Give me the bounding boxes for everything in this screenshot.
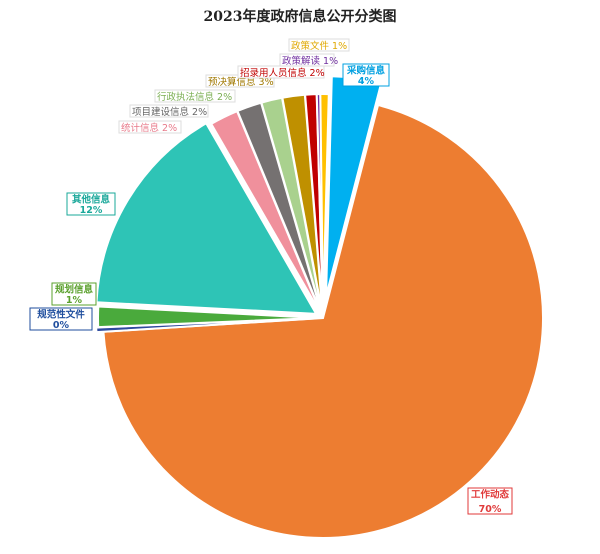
slice-label: 政策解读 1%	[279, 53, 338, 67]
slice-label-box	[467, 487, 513, 515]
slice-label-text: 政策解读 1%	[282, 55, 338, 67]
slice-label-box	[288, 38, 350, 52]
slice-label-box	[29, 307, 93, 331]
slice-label-name: 采购信息	[346, 65, 386, 77]
slice-label-box	[66, 192, 116, 216]
slice-label-box	[129, 104, 209, 118]
slice-label-box	[51, 282, 97, 306]
slice-label-name: 其他信息	[72, 194, 111, 206]
slice-label-box	[342, 63, 390, 87]
slice-label-value: 4%	[358, 76, 375, 87]
chart-title: 2023年度政府信息公开分类图	[203, 9, 397, 25]
pie-slice	[95, 121, 318, 315]
slice-label-box	[154, 89, 236, 103]
slice-label-name: 规范性文件	[37, 309, 85, 321]
slice-label-box	[279, 53, 335, 67]
slice-label-value: 1%	[66, 295, 83, 306]
slice-label-text: 项目建设信息 2%	[132, 106, 207, 118]
slice-label: 项目建设信息 2%	[129, 104, 209, 118]
slice-label: 工作动态 70%	[467, 487, 513, 515]
slice-label-value: 0%	[53, 320, 70, 331]
slice-label-name: 工作动态	[471, 489, 510, 501]
pie-slice	[319, 93, 330, 315]
slice-label-value: 70%	[479, 504, 502, 515]
slice-label-text: 政策文件 1%	[291, 40, 347, 52]
pie-slice	[102, 103, 544, 539]
pie-slice	[95, 317, 317, 334]
slice-label-text: 统计信息 2%	[121, 122, 177, 134]
slice-label: 统计信息 2%	[118, 120, 182, 134]
slice-label-box	[118, 120, 182, 134]
slice-label-text: 预决算信息 3%	[208, 76, 274, 88]
pie-slice	[97, 305, 319, 329]
slice-label: 政策文件 1%	[288, 38, 350, 52]
slice-label: 行政执法信息 2%	[154, 89, 236, 103]
slice-label-value: 12%	[80, 205, 103, 216]
slice-label-text: 招录用人员信息 2%	[240, 67, 325, 79]
slice-label-name: 规划信息	[55, 284, 94, 296]
slice-label-text: 行政执法信息 2%	[157, 91, 232, 103]
slice-label: 招录用人员信息 2%	[237, 65, 325, 79]
